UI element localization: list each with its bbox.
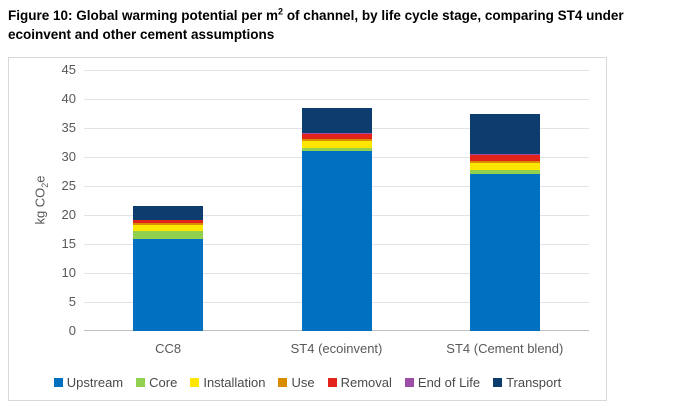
legend-swatch-removal-icon [327, 378, 337, 387]
y-tick-label: 30 [61, 149, 76, 164]
bar-segment-removal [133, 220, 204, 224]
legend: Upstream Core Installation Use Removal End of… [9, 375, 606, 390]
y-tick-label: 20 [61, 207, 76, 222]
bar-st4-ecoinvent- [301, 107, 372, 331]
legend-label-core: Core [149, 375, 178, 390]
bar-segment-installation [301, 141, 372, 149]
bar-segment-transport [301, 107, 372, 133]
x-category-label-st4-ecoinvent-: ST4 (ecoinvent) [290, 341, 383, 356]
legend-label-installation: Installation [203, 375, 266, 390]
gridline [84, 98, 589, 100]
y-axis-ticks: 0 5 10 15 20 25 30 35 40 45 [9, 62, 76, 338]
legend-swatch-installation-icon [190, 378, 200, 387]
legend-item-removal: Removal [327, 375, 392, 390]
bar-segment-use [301, 139, 372, 142]
bar-segment-transport [469, 114, 540, 155]
y-tick-label: 5 [68, 294, 76, 309]
bar-segment-use [469, 160, 540, 163]
y-tick-label: 10 [61, 265, 76, 280]
bar-segment-removal [301, 133, 372, 140]
legend-item-transport: Transport [493, 375, 561, 390]
bar-segment-end-of-life [469, 154, 540, 155]
legend-swatch-end-of-life-icon [404, 378, 414, 387]
legend-item-use: Use [278, 375, 315, 390]
y-tick-label: 0 [68, 323, 76, 338]
y-tick-label: 35 [61, 120, 76, 135]
bar-segment-upstream [469, 173, 540, 331]
figure-title-line1-suffix: of channel, by life cycle stage, compari… [283, 8, 624, 23]
legend-label-upstream: Upstream [66, 375, 124, 390]
y-tick-label: 45 [61, 62, 76, 77]
x-category-label-cc8: CC8 [155, 341, 182, 356]
legend-item-installation: Installation [190, 375, 265, 390]
bar-segment-end-of-life [301, 132, 372, 134]
legend-label-end-of-life: End of Life [417, 375, 481, 390]
bar-segment-installation [133, 224, 204, 232]
bar-segment-end-of-life [133, 219, 204, 221]
legend-item-upstream: Upstream [53, 375, 124, 390]
bar-segment-transport [133, 206, 204, 220]
bar-segment-core [469, 169, 540, 174]
bar-cc8 [133, 206, 204, 331]
y-tick-label: 40 [61, 91, 76, 106]
bar-segment-core [301, 148, 372, 152]
figure-title-line1-prefix: Figure 10: Global warming potential per … [8, 8, 279, 23]
legend-swatch-use-icon [278, 378, 288, 387]
legend-label-use: Use [291, 375, 315, 390]
legend-swatch-upstream-icon [53, 378, 63, 387]
legend-label-removal: Removal [340, 375, 392, 390]
x-axis-labels: CC8 ST4 (ecoinvent) ST4 (Cement blend) [84, 341, 589, 356]
y-tick-label: 15 [61, 236, 76, 251]
legend-item-core: Core [136, 375, 177, 390]
plot-area [84, 69, 589, 331]
gridline [84, 69, 589, 71]
bar-segment-upstream [301, 151, 372, 331]
bar-st4-cement-blend- [469, 114, 540, 331]
bar-segment-core [133, 231, 204, 239]
figure-title: Figure 10: Global warming potential per … [8, 6, 692, 44]
figure-title-line2: ecoinvent and other cement assumptions [8, 27, 275, 42]
bar-segment-use [133, 223, 204, 225]
legend-item-end-of-life: End of Life [404, 375, 481, 390]
figure-title-superscript: 2 [278, 6, 284, 17]
bar-segment-installation [469, 162, 540, 170]
legend-swatch-core-icon [136, 378, 146, 387]
bar-segment-removal [469, 154, 540, 161]
legend-swatch-transport-icon [493, 378, 503, 387]
x-category-label-st4-cement-blend-: ST4 (Cement blend) [446, 341, 564, 356]
legend-label-transport: Transport [506, 375, 562, 390]
y-tick-label: 25 [61, 178, 76, 193]
bar-segment-upstream [133, 238, 204, 331]
chart-area: kg CO2e 0 5 10 15 20 25 30 35 40 45 CC8 ST4 (ecoin… [8, 57, 607, 401]
